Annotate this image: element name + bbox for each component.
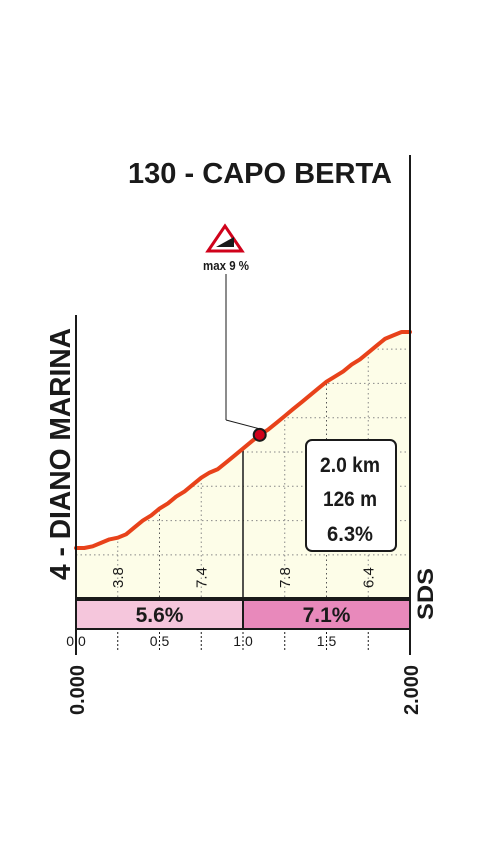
summary-box: 2.0 km 126 m 6.3% <box>305 439 397 552</box>
chart-title: 130 - CAPO BERTA <box>128 158 392 190</box>
max-gradient-leader-end <box>225 419 260 430</box>
profile-line <box>74 330 412 550</box>
warning-triangle-icon <box>205 223 245 253</box>
sds-logo: SDS <box>413 568 438 620</box>
gradient-band-label: 7.1% <box>303 604 351 627</box>
segment-gradient-label: 6.4 <box>360 567 377 588</box>
slope-icon <box>216 237 234 247</box>
km-mark-label: 0.000 <box>67 665 89 715</box>
max-gradient-marker: max 9 % <box>203 223 267 442</box>
gradient-band <box>242 599 411 630</box>
segment-gradient-label: 7.4 <box>193 567 210 588</box>
elevation-line <box>74 330 412 550</box>
summary-gradient: 6.3% <box>327 523 373 546</box>
summary-distance: 2.0 km <box>320 454 380 477</box>
gradient-band-label: 5.6% <box>136 604 184 627</box>
segment-gradient-label: 3.8 <box>110 567 127 588</box>
max-gradient-point <box>252 427 267 442</box>
summary-elevation: 126 m <box>323 488 377 511</box>
segment-gradient-labels: 3.8 7.4 7.8 6.4 <box>110 567 378 588</box>
km-mark-label: 2.000 <box>401 665 423 715</box>
start-label: 4 - DIANO MARINA <box>45 328 77 580</box>
segment-gradient-label: 7.8 <box>277 567 294 588</box>
max-gradient-label: max 9 % <box>203 258 249 273</box>
gradient-bands: 5.6% 7.1% <box>75 599 411 630</box>
